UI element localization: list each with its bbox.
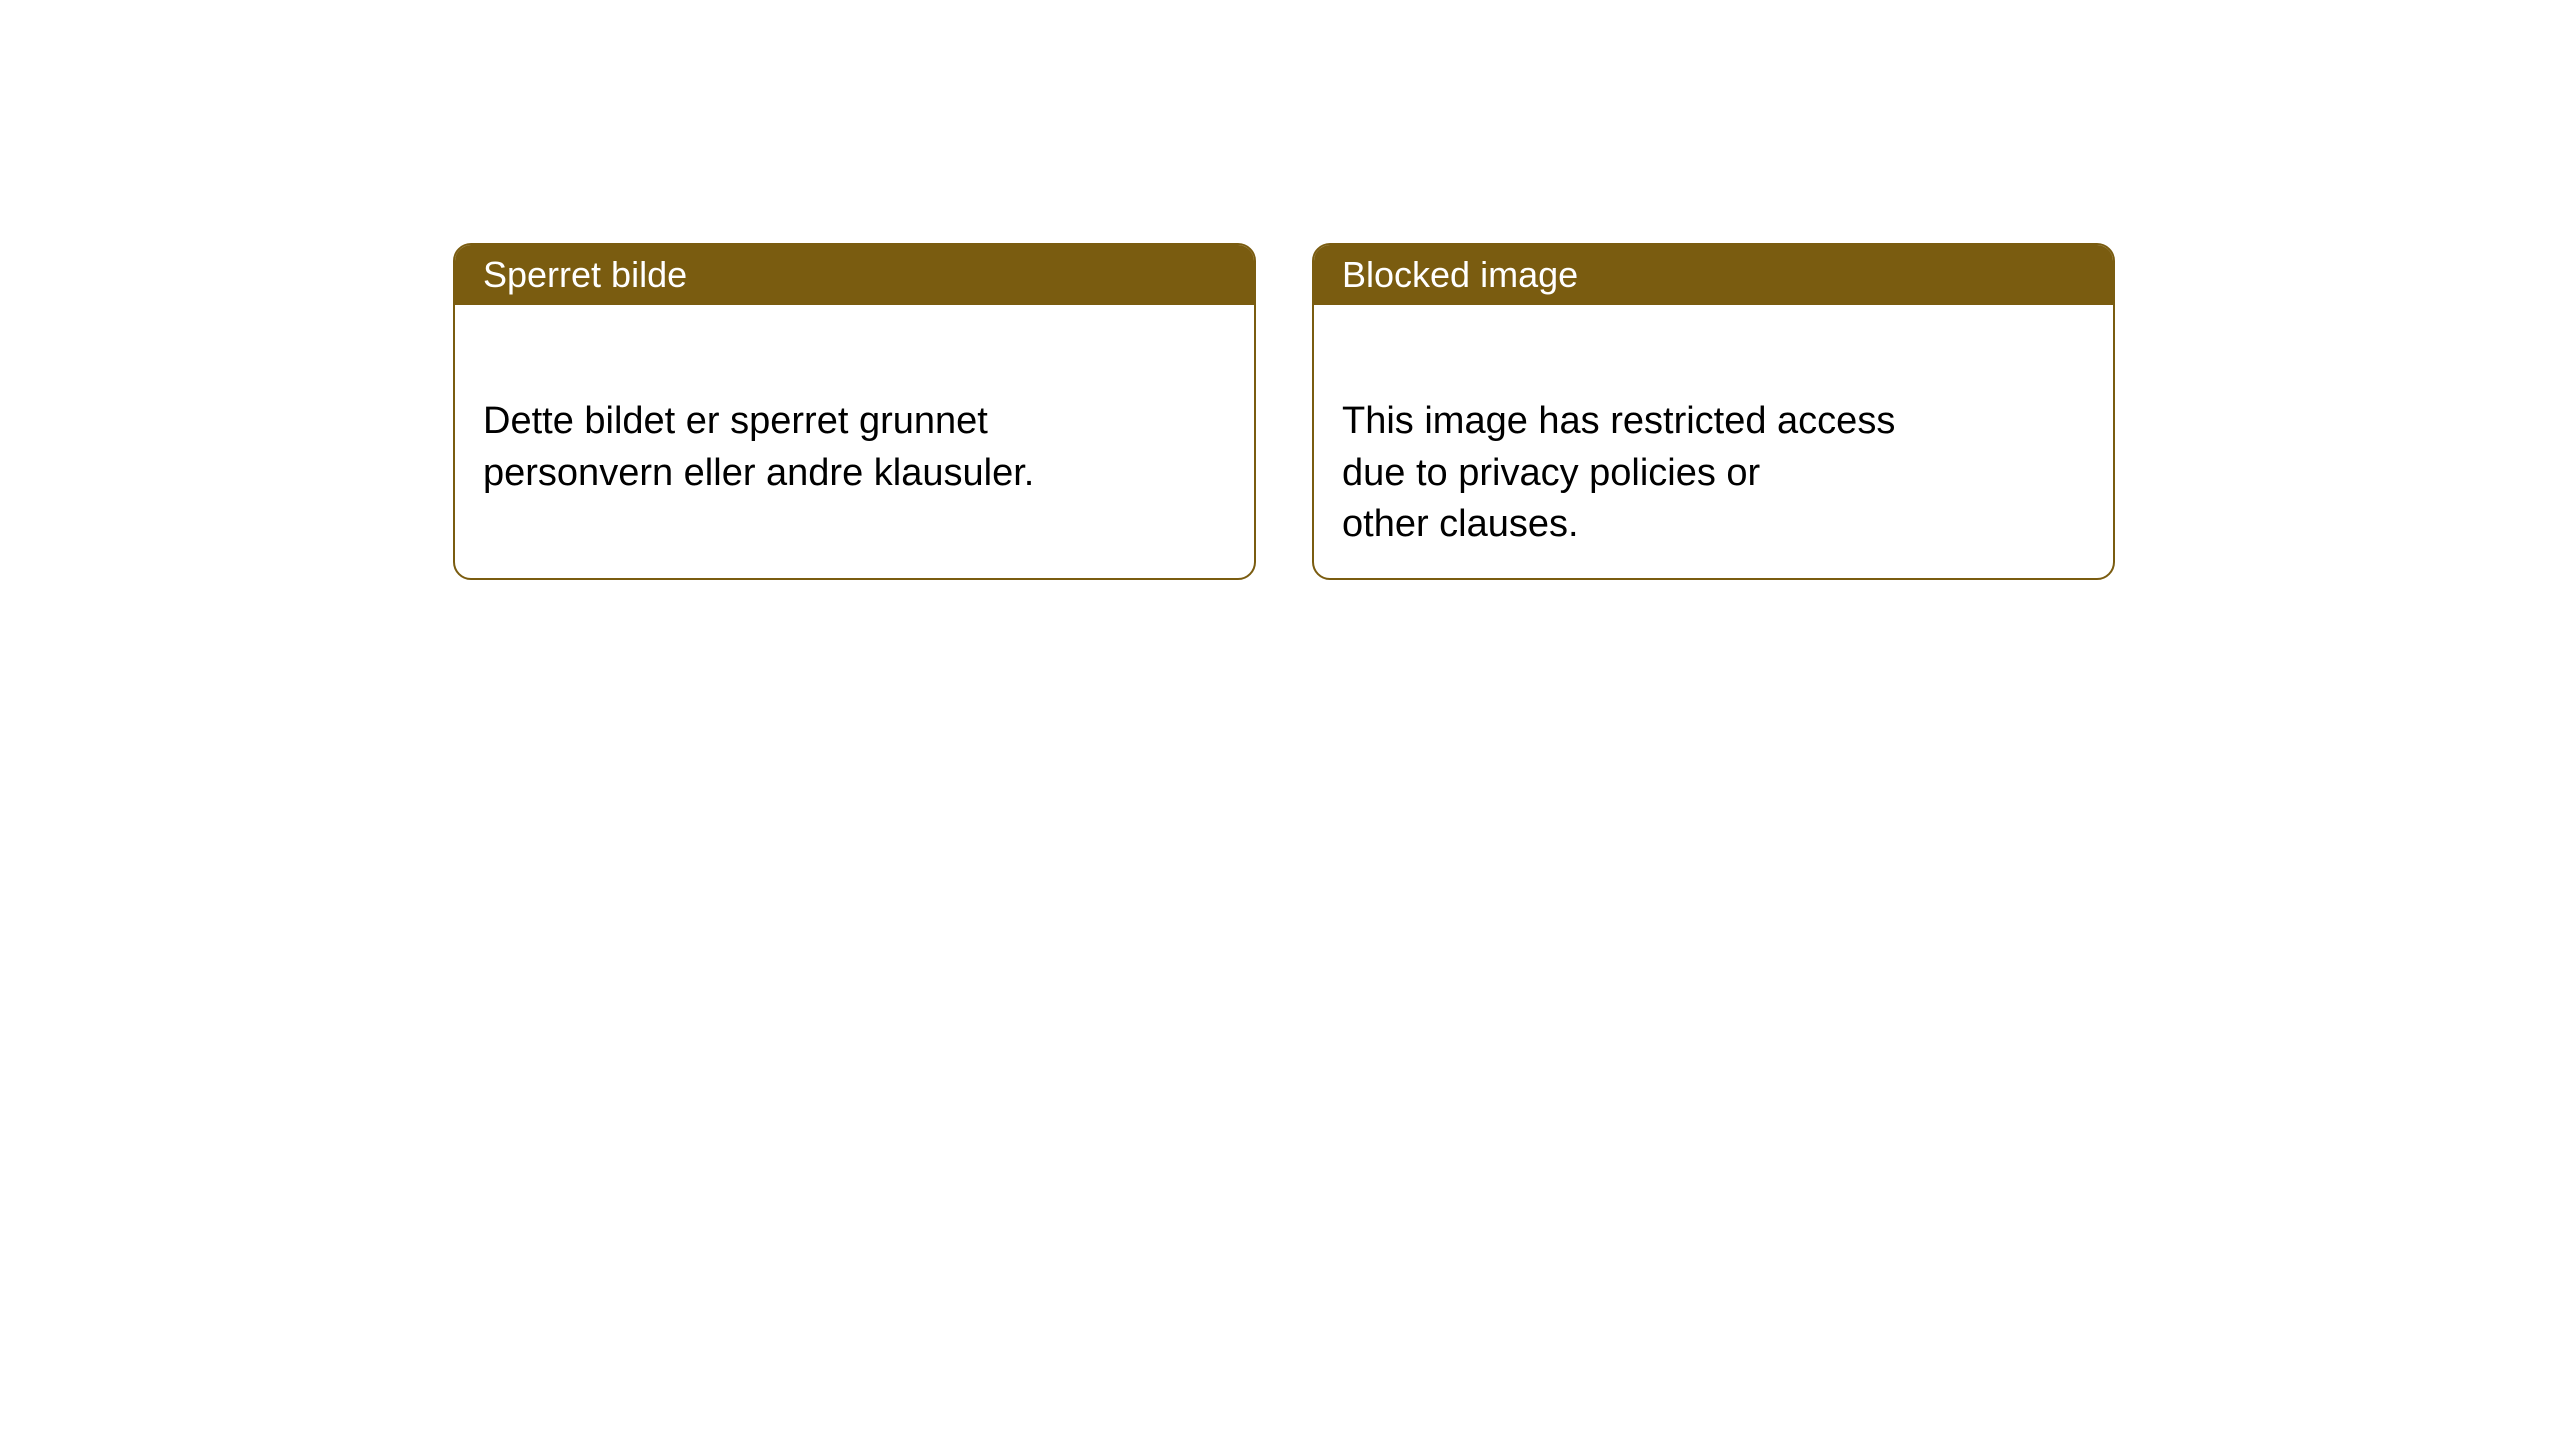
- card-container: Sperret bilde Dette bildet er sperret gr…: [453, 243, 2115, 580]
- card-body: Dette bildet er sperret grunnet personve…: [455, 305, 1254, 539]
- card-body-text: This image has restricted access due to …: [1342, 400, 1895, 545]
- card-body-text: Dette bildet er sperret grunnet personve…: [483, 400, 1034, 493]
- blocked-image-card-no: Sperret bilde Dette bildet er sperret gr…: [453, 243, 1256, 580]
- blocked-image-card-en: Blocked image This image has restricted …: [1312, 243, 2115, 580]
- card-body: This image has restricted access due to …: [1314, 305, 2113, 580]
- card-title: Blocked image: [1342, 254, 1578, 296]
- card-header: Blocked image: [1314, 245, 2113, 305]
- card-header: Sperret bilde: [455, 245, 1254, 305]
- card-title: Sperret bilde: [483, 254, 687, 296]
